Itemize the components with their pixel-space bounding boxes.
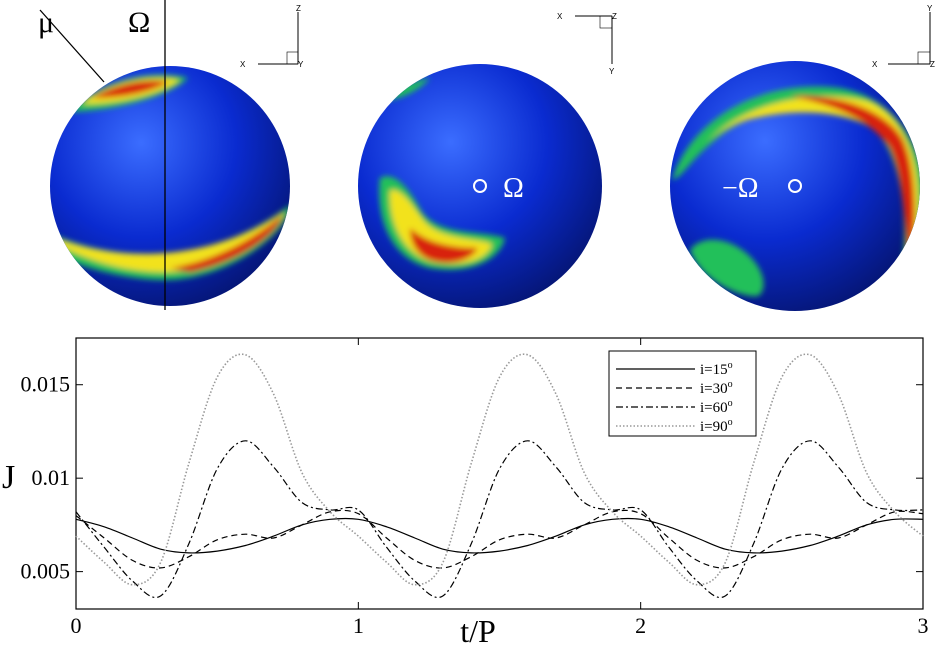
mu-label: μ <box>38 6 54 39</box>
neg-omega-label: −Ω <box>722 173 759 204</box>
sphere-3-hotspots <box>672 86 920 297</box>
sphere-2: Ω X Z Y <box>358 12 617 308</box>
axis-triad-2: X Z Y <box>557 12 617 76</box>
triad-1-right-label: Y <box>298 60 304 69</box>
sphere-1: μ Ω Z X Y <box>38 0 304 310</box>
sphere-1-hotspots <box>50 74 290 281</box>
series-line-4 <box>75 353 924 586</box>
series-line-1 <box>75 517 924 554</box>
x-axis-label: t/P <box>460 613 496 645</box>
axis-triad-3: Y X Z <box>872 4 935 69</box>
neg-omega-marker <box>788 179 802 193</box>
triad-1-left-label: X <box>240 60 246 69</box>
omega-label-2: Ω <box>503 173 524 204</box>
line-chart: 0 1 2 3 0.005 0.01 0.015 t/P J i=15oi=30oi=60o… <box>2 337 929 645</box>
triad-2-down-label: Y <box>609 67 615 76</box>
series-lines <box>75 353 924 598</box>
axis-triad-1: Z X Y <box>240 4 304 69</box>
legend-box <box>608 350 757 437</box>
y-axis-label: J <box>2 459 15 496</box>
sphere-3: −Ω Y X Z <box>670 4 935 311</box>
x-tick-label: 2 <box>635 613 646 638</box>
y-tick-label: 0.015 <box>21 372 71 397</box>
legend-label-4: i=90o <box>700 417 733 435</box>
legend-label-1: i=15o <box>700 360 733 378</box>
legend-label-3: i=60o <box>700 398 733 416</box>
axis-ticks: 0 1 2 3 0.005 0.01 0.015 <box>21 338 929 638</box>
triad-3-left-label: X <box>872 60 878 69</box>
legend-label-2: i=30o <box>700 379 733 397</box>
triad-1-up-label: Z <box>296 4 301 13</box>
triad-2-right-label: Z <box>612 12 617 21</box>
series-line-3 <box>75 440 924 598</box>
x-tick-label: 1 <box>353 613 364 638</box>
mu-pointer-line <box>39 9 105 83</box>
omega-marker-2 <box>473 179 487 193</box>
omega-label-1: Ω <box>128 6 150 39</box>
y-tick-label: 0.01 <box>32 465 71 490</box>
x-tick-label: 3 <box>918 613 929 638</box>
y-tick-label: 0.005 <box>21 559 71 584</box>
x-tick-label: 0 <box>71 613 82 638</box>
triad-2-left-label: X <box>557 12 563 21</box>
sphere-2-hotspots <box>379 78 505 270</box>
triad-3-up-label: Y <box>927 4 933 13</box>
plot-area <box>75 337 924 610</box>
series-line-2 <box>75 509 924 569</box>
triad-3-right-label: Z <box>930 60 935 69</box>
